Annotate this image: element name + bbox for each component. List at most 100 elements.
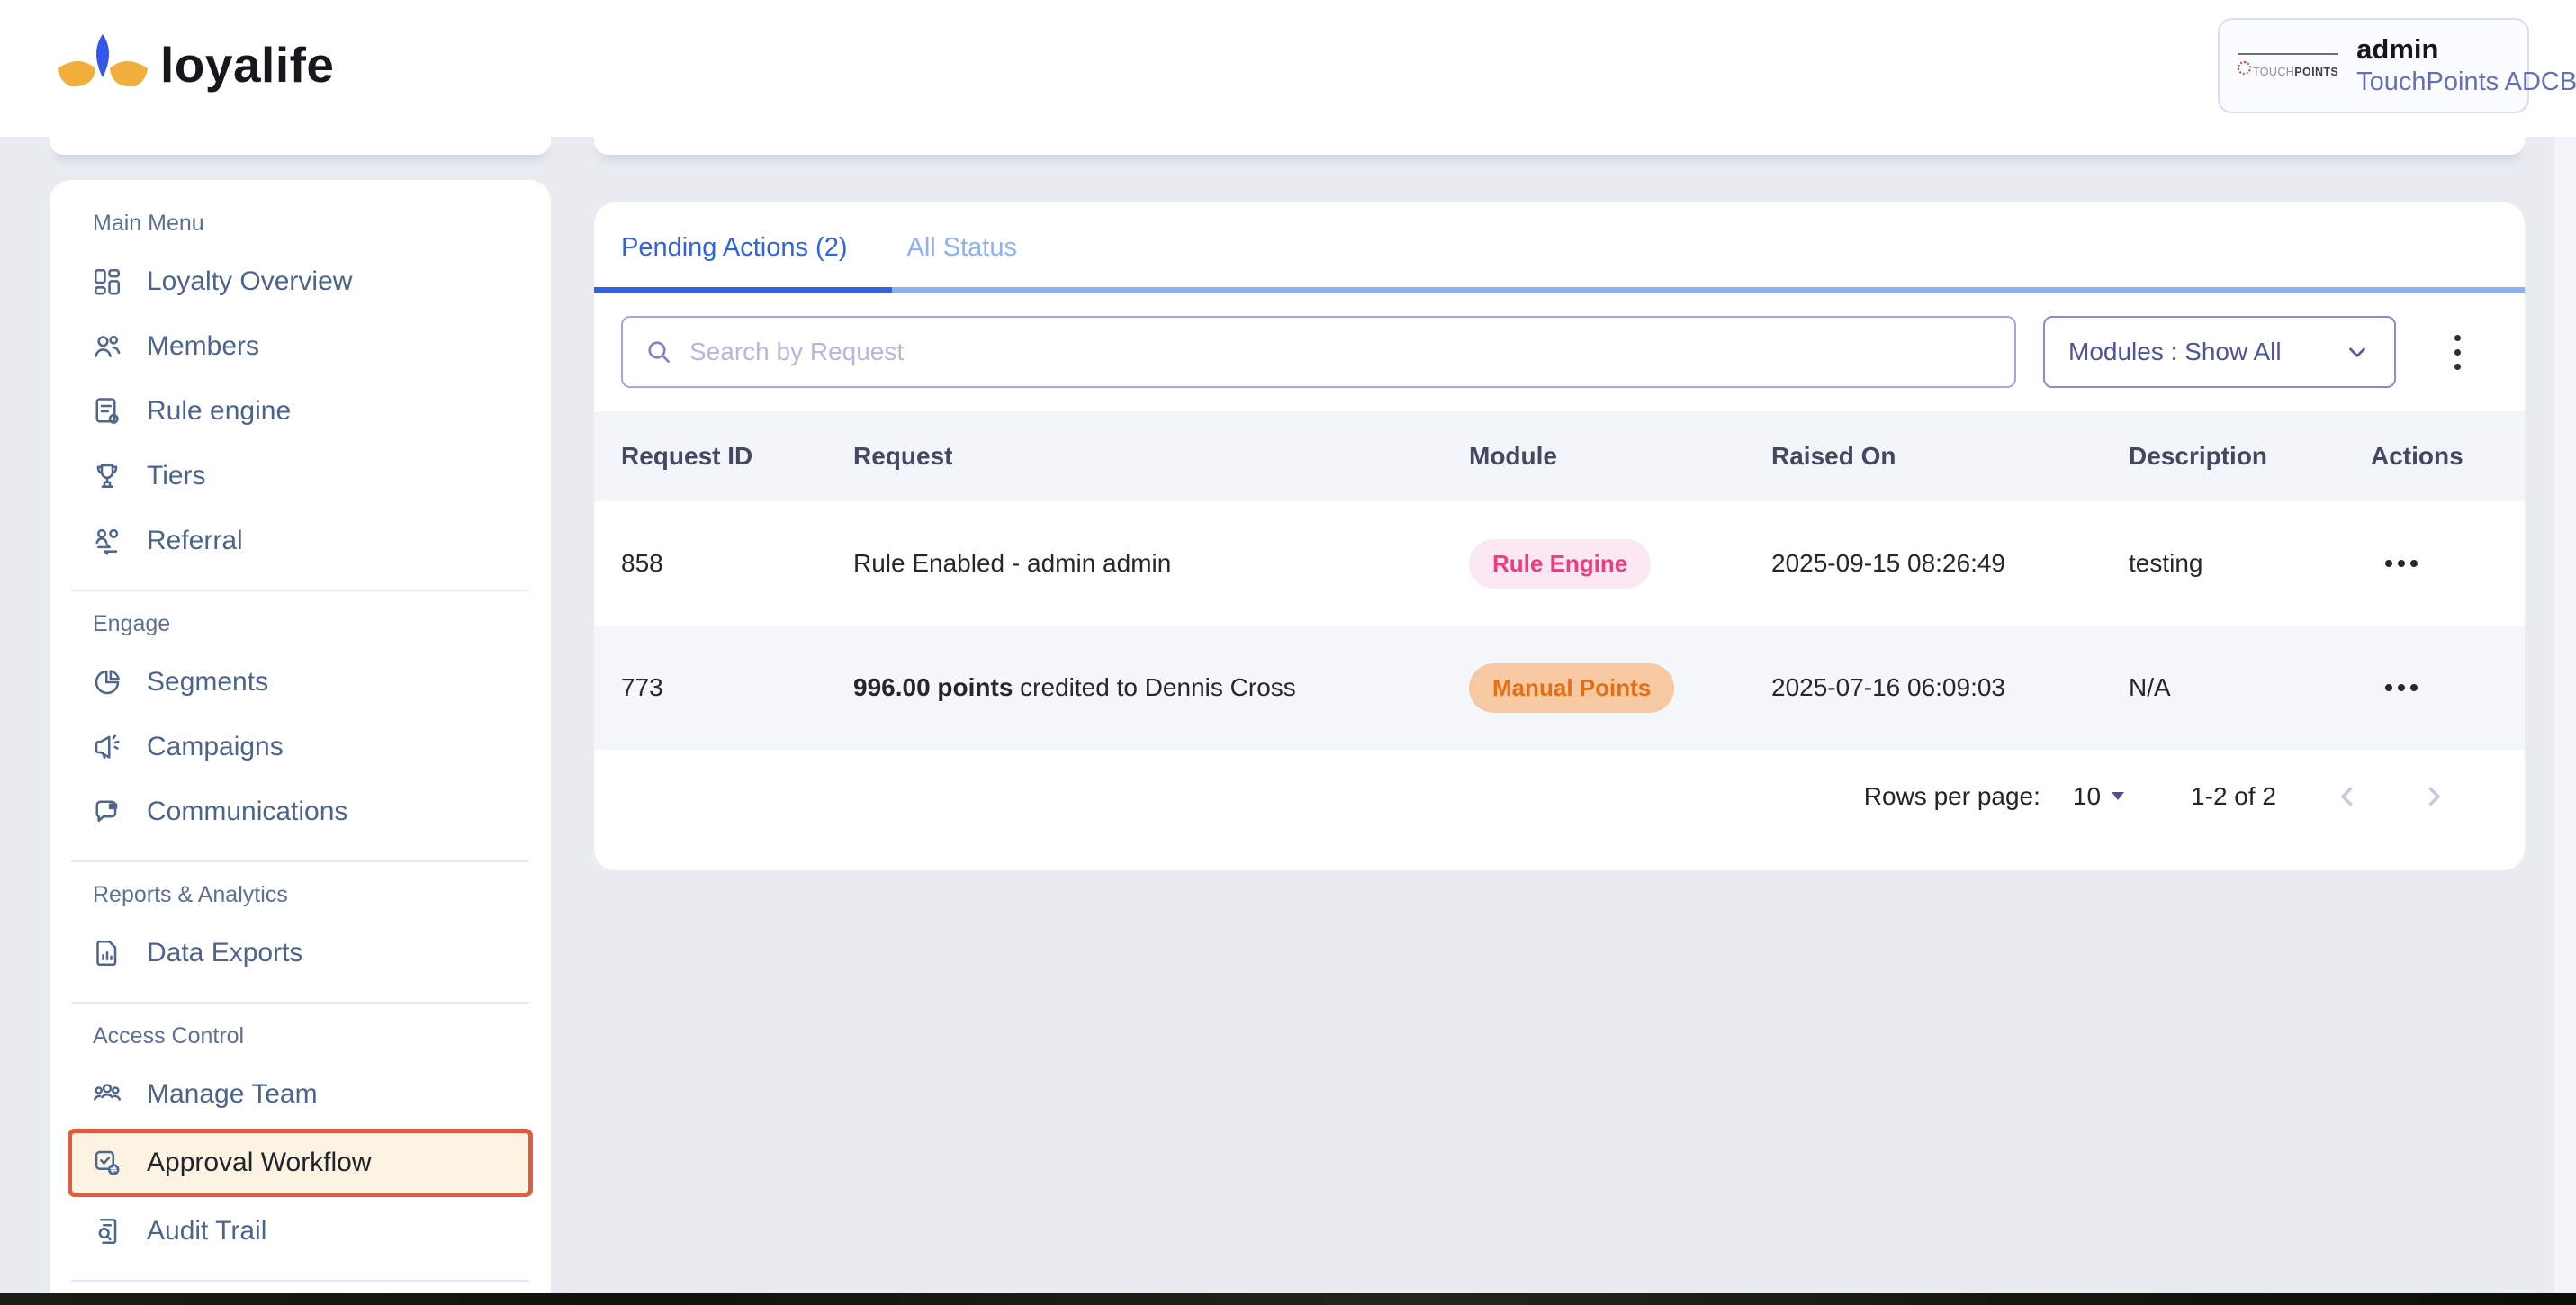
tab-pending-actions[interactable]: Pending Actions (2) bbox=[621, 232, 848, 262]
sidebar-item-label: Audit Trail bbox=[147, 1216, 267, 1246]
sidebar: Main Menu Loyalty Overview Members Rule … bbox=[50, 180, 551, 1293]
sidebar-item-label: Loyalty Overview bbox=[147, 266, 353, 296]
row-actions-button[interactable] bbox=[2371, 684, 2425, 691]
dashboard-icon bbox=[91, 266, 123, 298]
rule-document-icon bbox=[91, 395, 123, 428]
col-description: Description bbox=[2129, 442, 2268, 470]
search-box[interactable] bbox=[621, 316, 2016, 388]
sidebar-section-access-control: Access Control bbox=[93, 1023, 245, 1048]
sidebar-item-label: Rule engine bbox=[147, 396, 292, 426]
kebab-dot bbox=[2454, 348, 2461, 356]
tab-underline-track bbox=[594, 287, 2525, 292]
table-row: 858 Rule Enabled - admin admin Rule Engi… bbox=[594, 501, 2525, 626]
pie-chart-icon bbox=[91, 666, 123, 698]
cell-raised-on: 2025-09-15 08:26:49 bbox=[1771, 549, 2005, 577]
chevron-left-icon bbox=[2341, 787, 2353, 806]
cell-raised-on: 2025-07-16 06:09:03 bbox=[1771, 673, 2005, 701]
dropdown-triangle-icon bbox=[2112, 792, 2125, 800]
requests-table: Request ID Request Module Raised On Desc… bbox=[594, 411, 2525, 750]
row-actions-button[interactable] bbox=[2371, 560, 2425, 567]
sidebar-item-members[interactable]: Members bbox=[68, 314, 533, 379]
megaphone-icon bbox=[91, 731, 123, 763]
touchpoints-logo: TOUCHPOINTS bbox=[2238, 53, 2339, 78]
prev-page-button[interactable] bbox=[2332, 781, 2363, 812]
table-row: 773 996.00 points credited to Dennis Cro… bbox=[594, 626, 2525, 750]
tab-bar: Pending Actions (2) All Status bbox=[594, 202, 2525, 292]
sidebar-item-manage-team[interactable]: Manage Team bbox=[68, 1062, 533, 1127]
approval-workflow-panel: Pending Actions (2) All Status Modules :… bbox=[594, 202, 2525, 870]
app-header: loyalife TOUCHPOINTS admin TouchPoints A… bbox=[0, 0, 2576, 137]
audit-search-icon bbox=[91, 1215, 123, 1247]
touchpoints-text-light: TOUCH bbox=[2253, 66, 2295, 78]
sidebar-item-label: Communications bbox=[147, 796, 348, 826]
sidebar-item-campaigns[interactable]: Campaigns bbox=[68, 715, 533, 779]
sidebar-item-communications[interactable]: Communications bbox=[68, 779, 533, 844]
ellipsis-dot bbox=[2385, 560, 2392, 567]
cell-description: N/A bbox=[2129, 673, 2171, 701]
sidebar-item-tiers[interactable]: Tiers bbox=[68, 444, 533, 508]
sidebar-item-loyalty-overview[interactable]: Loyalty Overview bbox=[68, 249, 533, 314]
ellipsis-dot bbox=[2398, 560, 2405, 567]
kebab-dot bbox=[2454, 363, 2461, 370]
sidebar-item-label: Manage Team bbox=[147, 1079, 318, 1109]
module-badge-rule-engine: Rule Engine bbox=[1469, 538, 1652, 589]
user-name: admin bbox=[2356, 33, 2439, 66]
table-header-row: Request ID Request Module Raised On Desc… bbox=[594, 411, 2525, 501]
rows-per-page-select[interactable]: 10 bbox=[2073, 782, 2125, 811]
col-raised-on: Raised On bbox=[1771, 442, 1896, 470]
next-page-button[interactable] bbox=[2418, 781, 2449, 812]
sidebar-section-reports: Reports & Analytics bbox=[93, 882, 288, 907]
desktop-background-strip bbox=[0, 1293, 2576, 1305]
trophy-icon bbox=[91, 460, 123, 492]
rows-per-page-label: Rows per page: bbox=[1863, 782, 2040, 810]
sidebar-item-label: Tiers bbox=[147, 461, 206, 490]
divider bbox=[71, 1002, 529, 1004]
ellipsis-dot bbox=[2385, 684, 2392, 691]
search-input[interactable] bbox=[689, 338, 1993, 366]
sidebar-item-segments[interactable]: Segments bbox=[68, 650, 533, 715]
modules-filter-value: Modules : Show All bbox=[2068, 338, 2282, 365]
col-module: Module bbox=[1469, 442, 1557, 470]
tab-all-status[interactable]: All Status bbox=[906, 232, 1017, 262]
col-request: Request bbox=[853, 442, 953, 470]
col-request-id: Request ID bbox=[621, 442, 753, 470]
sidebar-item-label: Referral bbox=[147, 526, 243, 555]
search-icon bbox=[648, 341, 670, 363]
touchpoints-text-bold: POINTS bbox=[2294, 66, 2339, 78]
tab-active-indicator bbox=[594, 287, 892, 292]
ellipsis-dot bbox=[2410, 560, 2418, 567]
toolbar: Modules : Show All bbox=[594, 316, 2525, 388]
user-org: TouchPoints ADCB bbox=[2356, 68, 2576, 97]
cell-module: Rule Engine bbox=[1469, 538, 1771, 589]
ellipsis-dot bbox=[2398, 684, 2405, 691]
ellipsis-dot bbox=[2410, 684, 2418, 691]
brand-name: loyalife bbox=[160, 37, 335, 93]
sidebar-item-data-exports[interactable]: Data Exports bbox=[68, 921, 533, 986]
sidebar-item-approval-workflow[interactable]: Approval Workflow bbox=[68, 1129, 533, 1197]
users-icon bbox=[91, 330, 123, 363]
modules-filter-dropdown[interactable]: Modules : Show All bbox=[2043, 316, 2396, 388]
module-badge-manual-points: Manual Points bbox=[1469, 662, 1675, 713]
user-menu[interactable]: TOUCHPOINTS admin TouchPoints ADCB bbox=[2218, 18, 2576, 113]
brand[interactable]: loyalife bbox=[56, 32, 335, 97]
referral-icon bbox=[91, 525, 123, 557]
cell-request-id: 858 bbox=[621, 549, 663, 577]
sidebar-item-referral[interactable]: Referral bbox=[68, 508, 533, 573]
touchpoints-circle-icon bbox=[2238, 61, 2251, 75]
scrollbar-gutter[interactable] bbox=[2554, 137, 2576, 1293]
more-options-button[interactable] bbox=[2437, 323, 2477, 381]
cell-request: 996.00 points credited to Dennis Cross bbox=[853, 673, 1296, 701]
chevron-down-icon bbox=[2349, 347, 2365, 357]
chat-bubble-icon bbox=[91, 796, 123, 828]
sidebar-item-label: Data Exports bbox=[147, 938, 303, 968]
sidebar-item-rule-engine[interactable]: Rule engine bbox=[68, 379, 533, 444]
sidebar-item-label: Campaigns bbox=[147, 732, 284, 761]
cell-module: Manual Points bbox=[1469, 662, 1771, 713]
document-chart-icon bbox=[91, 937, 123, 969]
divider bbox=[71, 860, 529, 862]
sidebar-item-audit-trail[interactable]: Audit Trail bbox=[68, 1199, 533, 1264]
team-icon bbox=[91, 1078, 123, 1111]
pagination: Rows per page: 10 1-2 of 2 bbox=[594, 750, 2525, 843]
sidebar-item-label: Segments bbox=[147, 667, 269, 697]
touchpoints-logo-line bbox=[2238, 53, 2339, 55]
